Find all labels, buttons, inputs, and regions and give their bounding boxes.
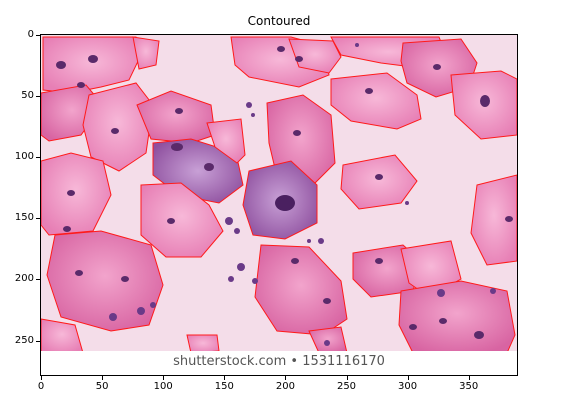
y-tick-mark — [36, 157, 40, 159]
cell — [82, 82, 154, 172]
cell — [340, 154, 418, 210]
x-tick-label: 100 — [153, 381, 173, 392]
figure-title: Contoured — [247, 14, 311, 28]
cell — [398, 280, 516, 354]
cell — [470, 174, 517, 266]
x-tick-label: 150 — [214, 381, 234, 392]
watermark-band — [41, 351, 517, 375]
cell — [140, 182, 224, 258]
x-tick-mark — [468, 376, 470, 380]
y-tick-label: 200 — [14, 273, 34, 285]
x-tick-mark — [41, 376, 42, 380]
x-tick-label: 0 — [37, 381, 45, 392]
x-tick-label: 300 — [398, 381, 418, 392]
cell — [132, 36, 160, 70]
x-tick-mark — [224, 376, 226, 380]
y-tick-label: 0 — [27, 29, 34, 40]
x-tick-label: 350 — [459, 381, 479, 392]
x-tick-mark — [407, 376, 409, 380]
cell — [288, 38, 342, 74]
y-tick-label: 100 — [14, 151, 34, 163]
watermark-text: shutterstock.com • 1531116170 — [173, 354, 385, 369]
plot-area: shutterstock.com • 1531116170 — [40, 34, 518, 376]
debris — [109, 43, 496, 346]
x-tick-label: 250 — [336, 381, 357, 392]
y-tick-mark — [36, 35, 40, 36]
y-tick-mark — [36, 279, 40, 281]
y-tick-label: 50 — [21, 90, 34, 102]
cells — [41, 36, 517, 354]
cell — [254, 244, 348, 336]
cell — [330, 72, 422, 130]
cell — [41, 84, 104, 142]
y-tick-mark — [36, 218, 40, 220]
y-tick-mark — [36, 96, 40, 98]
nuclei — [56, 46, 513, 339]
y-tick-label: 250 — [14, 334, 34, 346]
cell — [46, 230, 164, 332]
y-tick-label: 150 — [14, 212, 34, 224]
x-tick-mark — [285, 376, 287, 380]
y-tick-mark — [36, 340, 40, 342]
cell-microscopy-image — [41, 35, 517, 375]
x-tick-label: 50 — [95, 381, 109, 392]
x-tick-mark — [102, 376, 104, 380]
cell — [206, 118, 246, 164]
x-tick-label: 200 — [275, 381, 295, 392]
cell — [41, 152, 112, 236]
x-tick-mark — [346, 376, 348, 380]
x-tick-mark — [163, 376, 165, 380]
